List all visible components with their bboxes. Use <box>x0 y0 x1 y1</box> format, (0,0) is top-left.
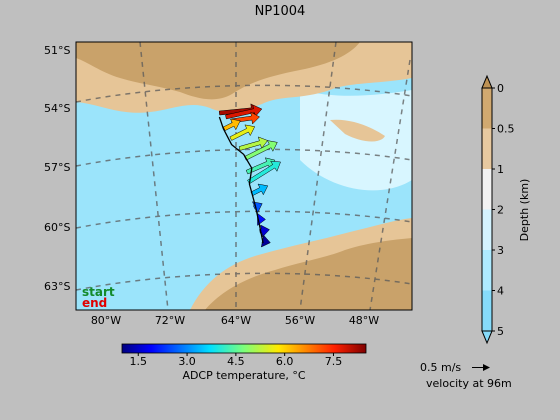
parallel-57s <box>76 148 412 167</box>
depth-tick-label: 5 <box>497 325 504 338</box>
depth-tick-label: 0.5 <box>497 123 515 136</box>
lat-label: 51°S <box>44 44 70 57</box>
depth-tick-label: 0 <box>497 82 504 95</box>
depth-top-extend <box>482 76 492 88</box>
meridian-48w <box>369 59 411 310</box>
temp-tick-label: 7.5 <box>325 355 343 368</box>
graticule <box>76 42 412 310</box>
depth-bar-label: Depth (km) <box>518 179 531 242</box>
temp-tick-label: 4.5 <box>227 355 245 368</box>
longitude-labels: 80°W 72°W 64°W 56°W 48°W <box>91 314 379 327</box>
parallel-54s <box>76 84 412 103</box>
depth-colorbar: 0 0.5 1 2 3 4 5 Depth (km) <box>481 74 531 345</box>
lat-label: 63°S <box>44 280 70 293</box>
lat-label: 57°S <box>44 161 70 174</box>
temp-tick-label: 1.5 <box>130 355 148 368</box>
velocity-scale: 0.5 m/s velocity at 96m <box>420 361 512 390</box>
velocity-vector <box>238 136 269 151</box>
lon-label: 64°W <box>221 314 251 327</box>
temp-tick-label: 3.0 <box>178 355 196 368</box>
latitude-labels: 51°S 54°S 57°S 60°S 63°S <box>44 44 70 293</box>
scale-caption: velocity at 96m <box>426 377 512 390</box>
lon-label: 80°W <box>91 314 121 327</box>
map-panel: start end <box>76 42 412 310</box>
depth-tick-label: 4 <box>497 285 504 298</box>
temp-bar-gradient <box>121 343 367 354</box>
lat-label: 54°S <box>44 102 70 115</box>
parallel-63s <box>76 272 412 291</box>
depth-tick-label: 1 <box>497 163 504 176</box>
temperature-colorbar: 1.5 3.0 4.5 6.0 7.5 ADCP temperature, °C <box>121 343 367 382</box>
velocity-vector <box>223 118 241 131</box>
lon-label: 72°W <box>155 314 185 327</box>
depth-cell <box>482 290 492 332</box>
lon-label: 56°W <box>285 314 315 327</box>
map-frame <box>75 41 413 311</box>
depth-bottom-extend <box>482 331 492 343</box>
depth-cell <box>482 209 492 251</box>
velocity-vector <box>244 140 278 161</box>
deep-basin <box>300 90 412 191</box>
velocity-vector <box>250 183 269 196</box>
depth-tick-label: 3 <box>497 244 504 257</box>
depth-cell <box>482 128 492 170</box>
depth-cell <box>482 88 492 129</box>
map-title: NP1004 <box>254 4 306 19</box>
depth-cell <box>482 250 492 291</box>
parallel-60s <box>76 210 412 229</box>
temp-bar-label: ADCP temperature, °C <box>182 369 305 382</box>
legend-start: start <box>82 285 115 299</box>
velocity-vector <box>229 124 256 141</box>
ship-track <box>218 116 264 244</box>
legend-end: end <box>82 296 107 310</box>
scale-label: 0.5 m/s <box>420 361 461 374</box>
lon-label: 48°W <box>349 314 379 327</box>
velocity-vector <box>247 160 281 185</box>
velocity-vector <box>225 104 263 120</box>
scale-arrow-icon <box>472 364 490 371</box>
lat-label: 60°S <box>44 221 70 234</box>
depth-tick-label: 2 <box>497 204 504 217</box>
meridian-72w <box>139 42 169 310</box>
velocity-vectors <box>218 103 281 248</box>
island-shelf <box>330 119 385 142</box>
velocity-vector <box>260 234 271 248</box>
temp-tick-label: 6.0 <box>276 355 294 368</box>
south-america-land <box>76 42 360 100</box>
depth-cell <box>482 169 492 210</box>
